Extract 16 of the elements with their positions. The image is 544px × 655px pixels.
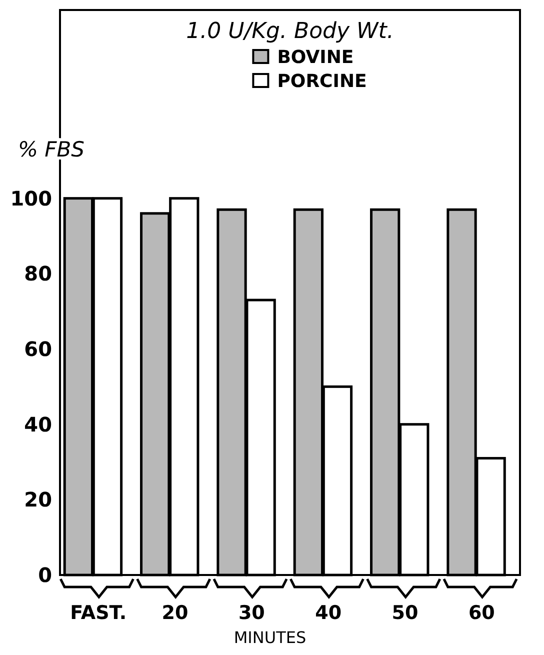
legend-label: PORCINE bbox=[277, 71, 367, 92]
y-tick-label: 100 bbox=[10, 186, 52, 210]
x-tick-label: 20 bbox=[162, 602, 188, 624]
chart-title: 1.0 U/Kg. Body Wt. bbox=[186, 19, 394, 44]
x-tick-label: 60 bbox=[468, 602, 495, 624]
x-tick-label: 40 bbox=[315, 602, 342, 624]
x-tick-label: 50 bbox=[392, 602, 418, 624]
y-tick-label: 60 bbox=[24, 337, 52, 361]
x-tick-label: FAST. bbox=[70, 602, 127, 624]
y-tick-label: 80 bbox=[24, 262, 52, 286]
x-tick-label: 30 bbox=[238, 602, 265, 624]
y-tick-label: 40 bbox=[24, 412, 52, 436]
y-tick-label: 20 bbox=[24, 488, 52, 512]
legend-label: BOVINE bbox=[277, 47, 354, 68]
y-tick-label: 0 bbox=[38, 563, 52, 587]
x-axis-title: MINUTES bbox=[234, 628, 306, 647]
